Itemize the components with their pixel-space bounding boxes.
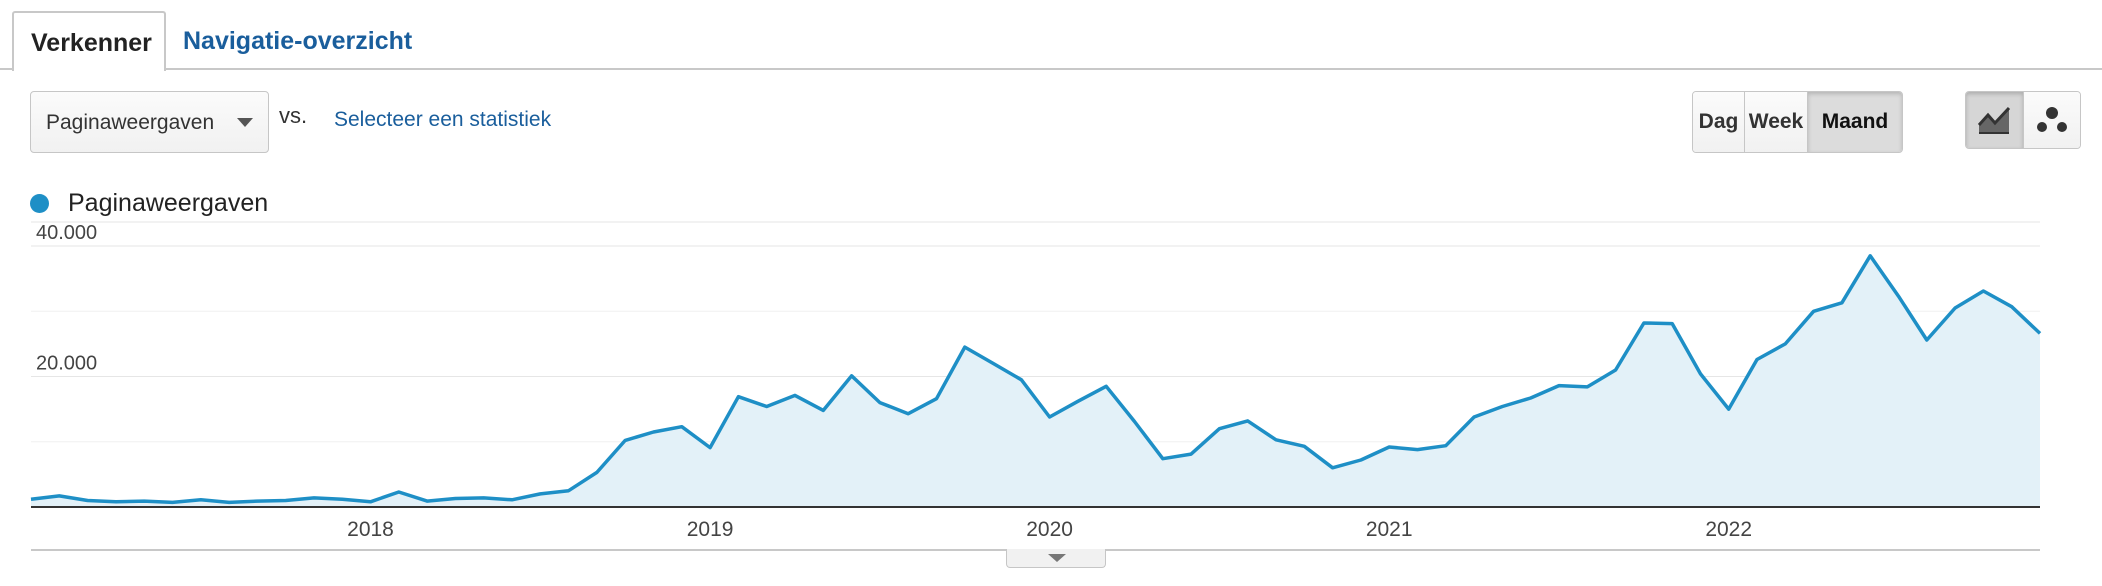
vs-label: vs.	[279, 103, 308, 128]
period-toggle: Dag Week Maand	[1692, 91, 1903, 153]
line-chart-button[interactable]	[1966, 92, 2024, 148]
x-tick-label: 2020	[1026, 518, 1073, 541]
select-stat-link[interactable]: Selecteer een statistiek	[334, 108, 552, 131]
period-dag-button[interactable]: Dag	[1693, 92, 1745, 152]
legend-series-label[interactable]: Paginaweergaven	[68, 188, 269, 217]
period-maand-button[interactable]: Maand	[1808, 92, 1902, 152]
x-tick-label: 2018	[347, 518, 394, 541]
tab-bar: Verkenner Navigatie-overzicht	[0, 0, 2102, 71]
line-chart-icon	[1978, 106, 2011, 134]
motion-chart-button[interactable]	[2023, 92, 2080, 148]
x-tick-label: 2019	[687, 518, 734, 541]
series-line	[30, 254, 2042, 505]
tab-verkenner[interactable]: Verkenner	[12, 11, 166, 71]
chevron-down-icon	[237, 118, 253, 127]
pageviews-chart: 40.000 20.000 2018 2019 2020 2021 2022	[30, 221, 2042, 551]
y-tick-label: 40.000	[36, 222, 97, 244]
motion-chart-icon	[2036, 107, 2067, 132]
chart-type-toggle	[1965, 91, 2081, 149]
tab-bar-divider	[0, 68, 2102, 70]
period-week-button[interactable]: Week	[1745, 92, 1808, 152]
chart-legend: Paginaweergaven	[30, 186, 268, 220]
chevron-down-icon	[1048, 554, 1066, 562]
series-area-fill	[31, 255, 2040, 507]
legend-series-dot	[30, 193, 49, 213]
y-tick-label: 20.000	[36, 353, 97, 375]
chart-expand-handle[interactable]	[1006, 549, 1106, 568]
x-tick-label: 2021	[1366, 518, 1413, 541]
metric-select-value: Paginaweergaven	[46, 111, 215, 134]
metric-select[interactable]: Paginaweergaven	[30, 91, 269, 153]
tab-navigatie-overzicht[interactable]: Navigatie-overzicht	[183, 27, 413, 55]
x-tick-label: 2022	[1705, 518, 1752, 541]
